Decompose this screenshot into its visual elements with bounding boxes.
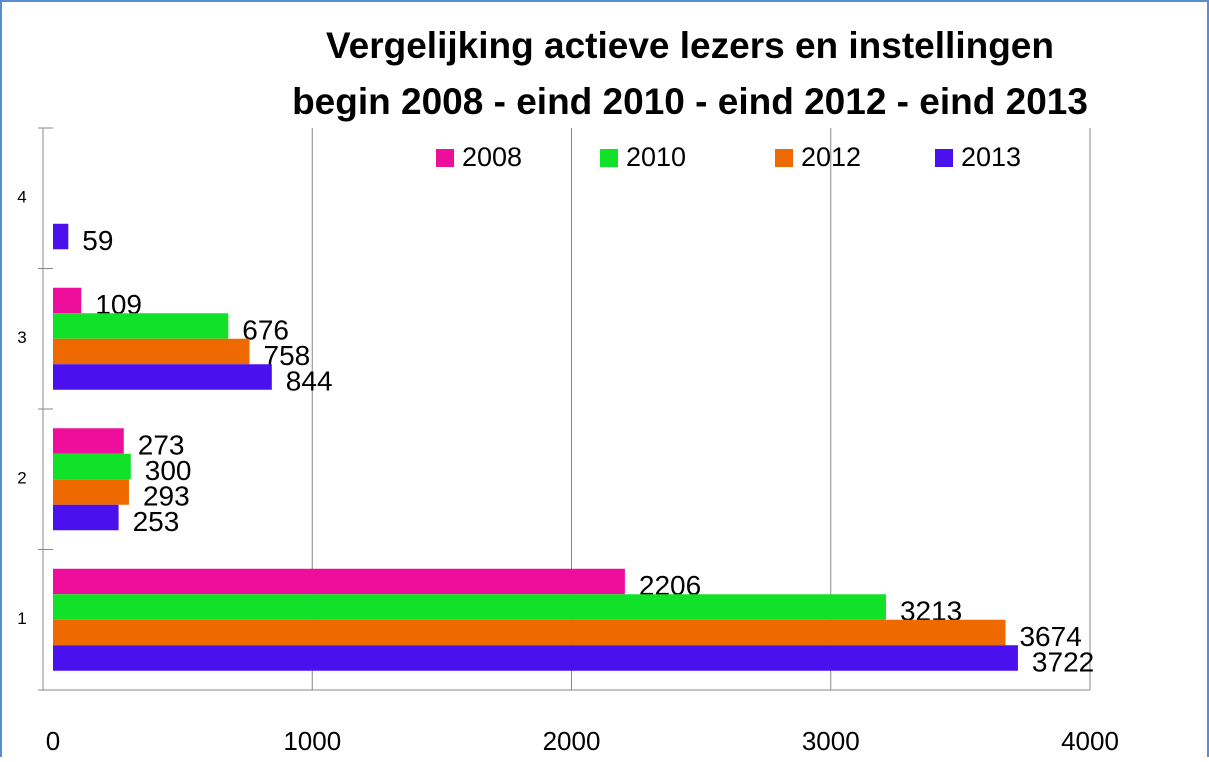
bar	[53, 479, 129, 505]
legend-swatch	[935, 149, 953, 167]
legend-swatch	[775, 149, 793, 167]
x-tick-label: 4000	[1061, 726, 1119, 756]
legend-swatch	[436, 149, 454, 167]
x-tick-label: 3000	[802, 726, 860, 756]
data-label: 253	[133, 506, 180, 537]
y-tick-label: 4	[17, 188, 26, 207]
legend-swatch	[600, 149, 618, 167]
bar	[53, 313, 229, 339]
bar	[53, 594, 886, 620]
y-tick-label: 3	[17, 328, 26, 347]
chart-title: Vergelijking actieve lezers en instellin…	[326, 25, 1054, 66]
bar	[53, 453, 131, 480]
bar	[53, 645, 1018, 671]
data-label: 59	[82, 225, 113, 256]
data-label: 3674	[1019, 621, 1081, 652]
legend-label: 2008	[462, 142, 522, 172]
x-tick-label: 2000	[543, 726, 601, 756]
chart-title: begin 2008 - eind 2010 - eind 2012 - ein…	[292, 81, 1088, 122]
bar	[53, 428, 124, 454]
data-label: 300	[145, 455, 192, 486]
bar	[53, 504, 119, 531]
legend-label: 2013	[961, 142, 1021, 172]
bar	[53, 364, 272, 390]
bar	[53, 338, 250, 365]
y-tick-label: 1	[17, 609, 26, 628]
x-tick-label: 0	[46, 726, 60, 756]
x-tick-label: 1000	[283, 726, 341, 756]
bar	[53, 568, 625, 595]
y-tick-label: 2	[17, 469, 26, 488]
bar	[53, 223, 69, 250]
legend-label: 2012	[801, 142, 861, 172]
bar	[53, 619, 1006, 646]
data-label: 676	[242, 314, 289, 345]
data-label: 844	[286, 365, 333, 396]
bar	[53, 287, 82, 314]
data-label: 293	[143, 480, 190, 511]
data-label: 273	[138, 429, 185, 460]
legend-label: 2010	[626, 142, 686, 172]
data-label: 3722	[1032, 646, 1094, 677]
